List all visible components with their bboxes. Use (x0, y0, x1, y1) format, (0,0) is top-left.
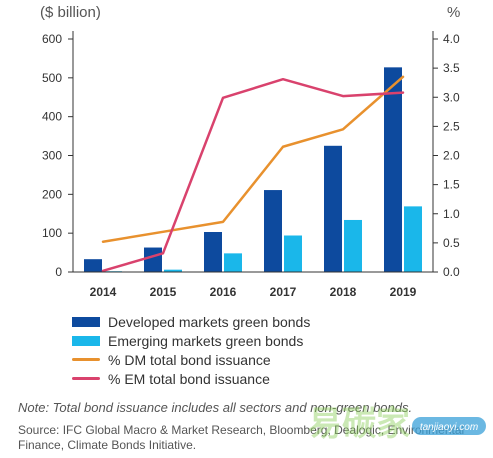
legend-label-em-pct: % EM total bond issuance (108, 370, 270, 387)
legend-label-emerging: Emerging markets green bonds (108, 332, 304, 349)
legend-label-developed: Developed markets green bonds (108, 313, 311, 330)
x-tick-2015: 2015 (150, 285, 177, 299)
line-dm-pct (101, 75, 405, 243)
chart-source: Source: IFC Global Macro & Market Resear… (18, 423, 465, 452)
y-left-unit-label: ($ billion) (40, 4, 101, 21)
bar-developed-2019 (384, 67, 402, 273)
bar-developed-2017 (264, 190, 282, 272)
lines-group (101, 75, 405, 273)
bar-emerging-2016 (224, 253, 242, 272)
y-right-tick-1.0: 1.0 (443, 207, 460, 221)
bar-emerging-2018 (344, 219, 362, 272)
x-tick-2017: 2017 (270, 285, 297, 299)
y-right-tick-0.5: 0.5 (443, 236, 460, 250)
y-right-unit-label: % (447, 4, 460, 21)
watermark-badge (412, 417, 486, 435)
y-left-tick-600: 600 (42, 32, 62, 46)
bar-emerging-2017 (284, 235, 302, 272)
legend-swatch-emerging (72, 335, 100, 346)
legend-item-developed: Developed markets green bonds (72, 312, 310, 331)
y-right-tick-3.0: 3.0 (443, 90, 460, 104)
bar-developed-2016 (204, 232, 222, 272)
legend-swatch-developed (72, 316, 100, 327)
x-tick-2018: 2018 (330, 285, 357, 299)
chart-svg: ($ billion) % 0 100 200 300 400 500 600 0.0 0.5 1… (40, 4, 460, 299)
y-right-tick-3.5: 3.5 (443, 61, 460, 75)
y-right-tick-0.0: 0.0 (443, 265, 460, 279)
axes-group: 0 100 200 300 400 500 600 0.0 0.5 1.0 1.5 2.0 2.5 3.0… (42, 31, 460, 299)
bar-developed-2015 (144, 247, 162, 272)
watermark-badge-text: tanjiaoyi.com (420, 422, 478, 433)
y-left-tick-200: 200 (42, 187, 62, 201)
legend-item-em-pct: % EM total bond issuance (72, 369, 310, 388)
x-tick-2016: 2016 (210, 285, 237, 299)
y-left-tick-100: 100 (42, 226, 62, 240)
y-right-tick-1.5: 1.5 (443, 178, 460, 192)
legend-swatch-dm-pct (72, 358, 100, 361)
bar-emerging-2019 (404, 206, 422, 272)
y-left-tick-400: 400 (42, 110, 62, 124)
bar-emerging-2015 (164, 269, 182, 272)
legend-swatch-em-pct (72, 377, 100, 380)
legend-item-emerging: Emerging markets green bonds (72, 331, 310, 350)
x-tick-2014: 2014 (90, 285, 117, 299)
legend-item-dm-pct: % DM total bond issuance (72, 350, 310, 369)
x-tick-2019: 2019 (390, 285, 417, 299)
bar-developed-2014 (84, 259, 102, 272)
bars-group (84, 67, 422, 273)
watermark-text: 易碳家 (308, 404, 410, 444)
legend: Developed markets green bonds Emerging m… (72, 312, 310, 388)
watermark: 易碳家 tanjiaoyi.com (308, 404, 486, 444)
y-right-tick-2.5: 2.5 (443, 119, 460, 133)
y-right-tick-2.0: 2.0 (443, 149, 460, 163)
legend-label-dm-pct: % DM total bond issuance (108, 351, 271, 368)
chart-note: Note: Total bond issuance includes all s… (18, 400, 413, 415)
y-left-tick-0: 0 (55, 265, 62, 279)
line-em-pct (101, 77, 405, 273)
y-right-tick-4.0: 4.0 (443, 32, 460, 46)
bar-developed-2018 (324, 145, 342, 272)
y-left-tick-300: 300 (42, 149, 62, 163)
y-left-tick-500: 500 (42, 71, 62, 85)
